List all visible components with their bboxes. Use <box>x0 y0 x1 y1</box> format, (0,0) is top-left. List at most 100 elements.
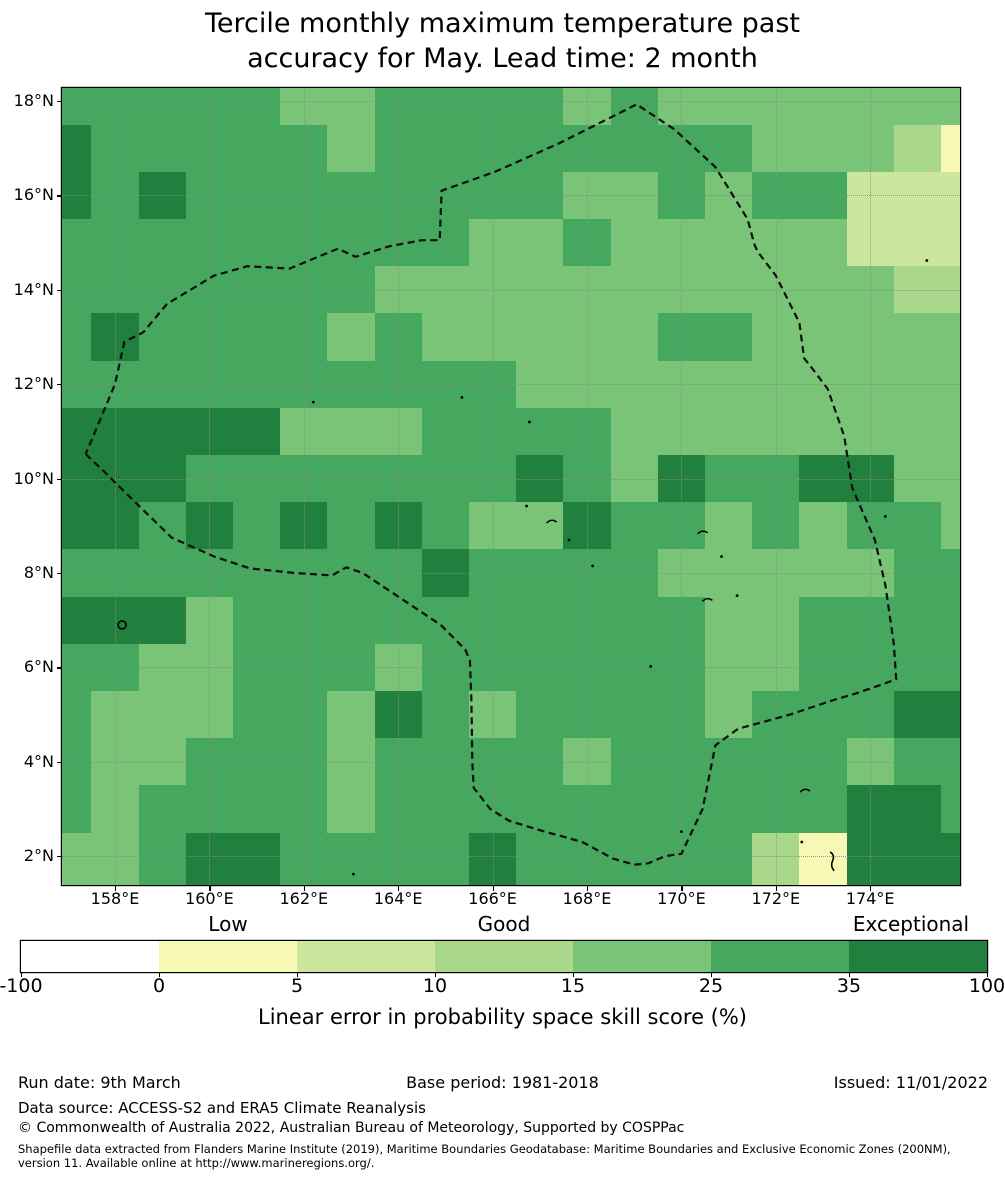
colorbar-tick-label: -100 <box>0 975 43 997</box>
grid-cell <box>327 502 376 551</box>
island-dot <box>680 830 683 834</box>
island-dot <box>800 840 804 844</box>
grid-cell <box>941 832 960 885</box>
gridline-horizontal <box>62 667 960 669</box>
grid-cell <box>138 502 187 551</box>
grid-cell <box>705 785 753 834</box>
island-dot <box>649 665 653 668</box>
gridline-vertical <box>681 88 683 885</box>
grid-cell <box>327 407 376 456</box>
grid-cell <box>421 407 470 456</box>
y-tick-label: 8°N <box>23 563 54 582</box>
colorbar-segment <box>711 941 849 972</box>
grid-cell <box>138 124 187 173</box>
colorbar-quality-label-low: Low <box>208 912 248 936</box>
grid-cell <box>705 219 753 267</box>
island-arc <box>546 519 558 524</box>
shapefile-attribution-line1: Shapefile data extracted from Flanders M… <box>18 1142 951 1156</box>
grid-cell <box>893 124 942 173</box>
issued-date-text: Issued: 11/01/2022 <box>833 1073 988 1092</box>
x-tick-mark <box>398 886 400 891</box>
gridline-horizontal <box>62 856 960 858</box>
grid-cell <box>421 596 470 645</box>
grid-cell <box>516 313 565 362</box>
gridline-vertical <box>115 88 116 885</box>
colorbar-tick-label: 15 <box>560 975 586 997</box>
grid-cell <box>799 832 848 885</box>
colorbar-segment <box>849 941 987 972</box>
grid-cell <box>893 832 942 885</box>
colorbar-tick-mark <box>297 973 299 977</box>
graticule-gridlines <box>62 88 960 885</box>
grid-cell <box>233 691 281 739</box>
y-tick-mark <box>57 101 62 103</box>
chart-title: Tercile monthly maximum temperature past… <box>0 6 1005 76</box>
gridline-vertical <box>303 88 305 885</box>
grid-cell <box>893 88 942 126</box>
grid-cell <box>941 88 960 126</box>
y-tick-label: 12°N <box>13 374 54 394</box>
x-tick-mark <box>681 886 683 891</box>
colorbar-segment <box>297 941 435 972</box>
gridline-vertical <box>398 88 400 885</box>
grid-cell <box>705 832 753 885</box>
y-tick-mark <box>57 289 62 292</box>
island-dot <box>567 538 571 542</box>
grid-cell <box>421 124 470 173</box>
colorbar-caption: Linear error in probability space skill … <box>258 1005 747 1029</box>
grid-cell <box>327 219 376 267</box>
grid-cell <box>62 691 93 739</box>
grid-cell <box>799 88 848 126</box>
grid-cell <box>516 502 565 551</box>
grid-cell <box>941 313 960 362</box>
grid-cell <box>516 407 565 456</box>
y-tick-label: 4°N <box>23 751 54 771</box>
x-tick-mark <box>303 886 306 891</box>
island-dot <box>735 594 739 598</box>
y-tick-mark <box>57 667 62 669</box>
colorbar-tick-mark <box>711 973 713 977</box>
grid-cell <box>62 124 93 173</box>
x-tick-label: 168°E <box>562 889 612 908</box>
grid-cell <box>138 832 187 885</box>
grid-cell <box>138 219 187 267</box>
grid-cell <box>138 691 187 739</box>
data-source-text: Data source: ACCESS-S2 and ERA5 Climate … <box>18 1099 426 1117</box>
grid-cell <box>705 88 753 126</box>
grid-cell <box>799 785 848 834</box>
grid-cell <box>62 407 93 456</box>
grid-cell <box>421 691 470 739</box>
x-tick-label: 174°E <box>845 889 895 908</box>
grid-cell <box>62 219 93 267</box>
grid-cell <box>233 124 281 173</box>
colorbar-tick-mark <box>987 973 989 977</box>
grid-cell <box>516 88 565 126</box>
grid-cell <box>516 124 565 173</box>
copyright-text: © Commonwealth of Australia 2022, Austra… <box>18 1120 685 1136</box>
island-dot <box>311 400 315 404</box>
run-date-text: Run date: 9th March <box>18 1073 181 1092</box>
grid-cell <box>941 219 960 267</box>
grid-cell <box>233 832 281 885</box>
grid-cell <box>941 596 960 645</box>
map-plot-area <box>62 88 960 885</box>
eez-boundary-overlay <box>84 103 929 876</box>
y-tick-mark <box>57 195 62 197</box>
grid-cell <box>62 832 93 885</box>
colorbar-quality-label-exceptional: Exceptional <box>852 912 970 936</box>
base-period-text: Base period: 1981-2018 <box>406 1073 599 1092</box>
island-dot <box>720 555 723 558</box>
grid-cell <box>62 502 93 551</box>
grid-cell <box>610 407 659 456</box>
y-tick-mark <box>57 573 62 575</box>
colorbar-tick-label: 25 <box>698 975 724 997</box>
x-tick-label: 170°E <box>657 889 706 908</box>
grid-cell <box>610 596 659 645</box>
grid-cell <box>941 407 960 456</box>
grid-cell <box>138 88 187 126</box>
colorbar-segment <box>159 941 297 972</box>
y-tick-mark <box>57 478 62 480</box>
grid-cell <box>233 313 281 362</box>
grid-cell <box>941 502 960 551</box>
